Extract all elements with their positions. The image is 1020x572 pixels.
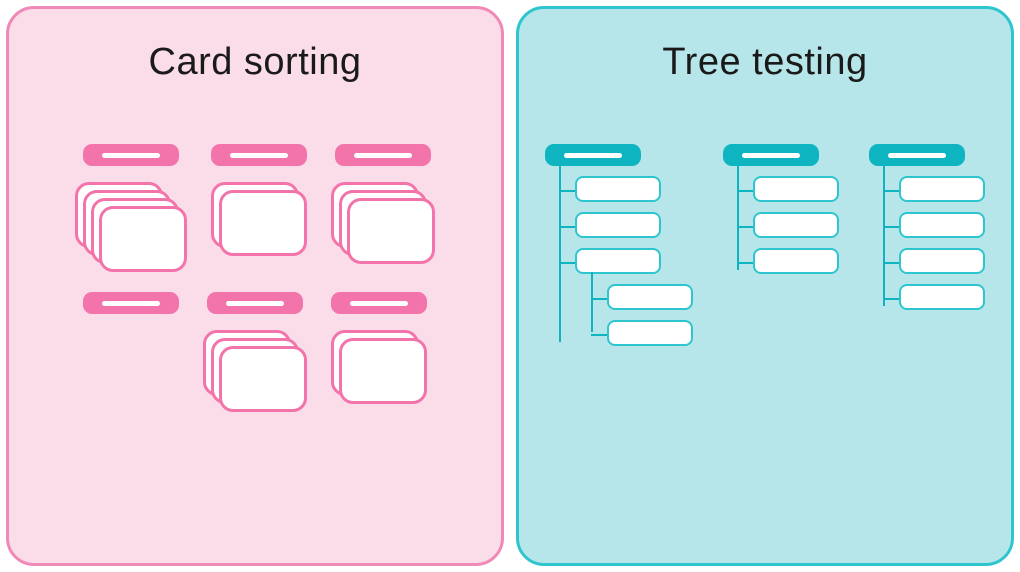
tree-node-wrap [883,176,985,202]
tree-root [869,144,965,166]
card [339,338,427,404]
tree [723,144,839,284]
card [219,190,307,256]
tree-testing-panel: Tree testing [516,6,1014,566]
tree-node [575,212,661,238]
card-group [331,144,435,272]
card [219,346,307,412]
card-group-header [331,292,427,314]
tree-node-wrap [559,248,693,274]
card-stack [211,182,307,256]
tree-testing-title: Tree testing [662,41,867,84]
tree [545,144,693,356]
tree-root [723,144,819,166]
tree-node [899,212,985,238]
tree-node [753,248,839,274]
card-sorting-title: Card sorting [149,41,362,84]
tree-node-wrap [883,212,985,238]
tree-node [575,248,661,274]
card-group-header [83,292,179,314]
card-group [203,292,307,412]
tree-subchildren [591,284,693,346]
tree-node-wrap [591,284,693,310]
tree-node [607,320,693,346]
tree-node [899,176,985,202]
tree-node [753,212,839,238]
tree-node [899,248,985,274]
tree-node-wrap [559,176,693,202]
tree-children [559,176,693,356]
tree-testing-area [539,144,991,356]
tree-node-wrap [591,320,693,346]
tree-children [883,176,985,320]
card-group [331,292,427,412]
tree-node-wrap [737,248,839,274]
card-stack [203,330,307,412]
card-stack [331,330,427,404]
card-row [29,144,481,272]
tree-node [899,284,985,310]
card [347,198,435,264]
tree-node-wrap [737,176,839,202]
card-group-header [207,292,303,314]
tree-node-wrap [559,212,693,238]
card-stack [75,182,187,272]
card-sorting-panel: Card sorting [6,6,504,566]
tree-root [545,144,641,166]
card-group [75,144,187,272]
card-group-header [335,144,431,166]
tree-node-wrap [883,284,985,310]
tree-node-wrap [883,248,985,274]
tree [869,144,985,320]
card-group-header [211,144,307,166]
card-group-header [83,144,179,166]
card-group [83,292,179,412]
tree-node [753,176,839,202]
card [99,206,187,272]
card-stack [331,182,435,264]
tree-children [737,176,839,284]
tree-node-wrap [737,212,839,238]
tree-node [575,176,661,202]
tree-node [607,284,693,310]
card-sorting-area [29,144,481,412]
card-row [29,292,481,412]
card-group [211,144,307,272]
